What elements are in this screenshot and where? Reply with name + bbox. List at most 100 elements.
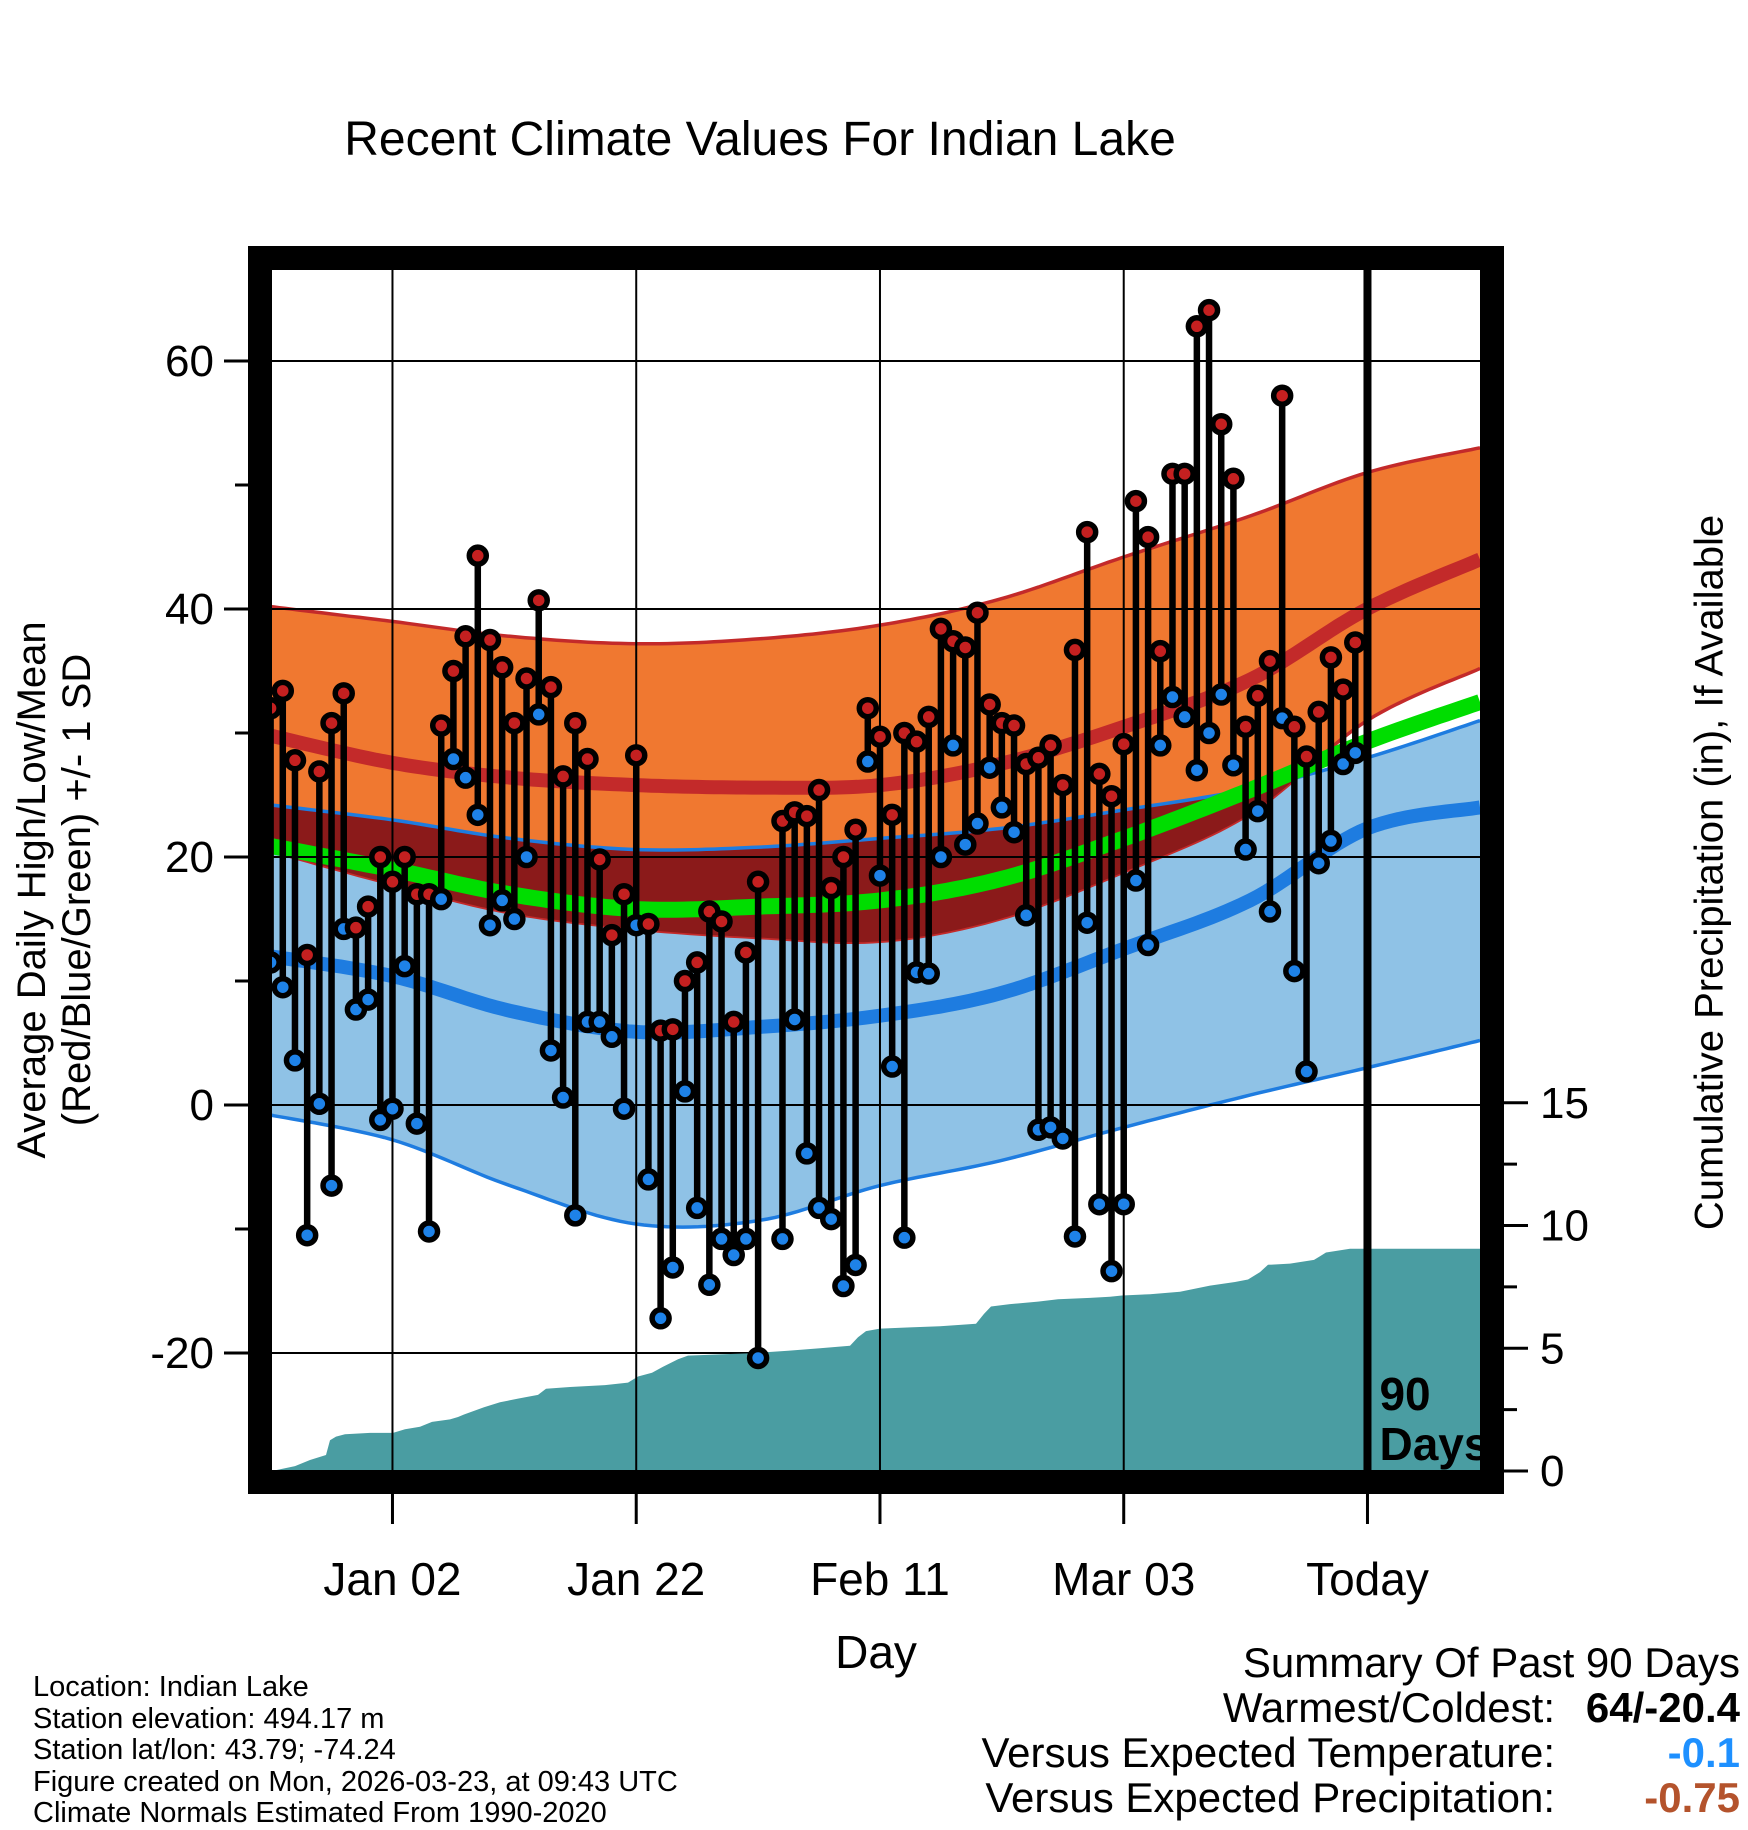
high-dot — [1149, 639, 1172, 663]
low-dot — [917, 962, 940, 985]
low-dot — [734, 1227, 758, 1251]
low-dot — [478, 913, 502, 937]
high-dot — [722, 1010, 745, 1034]
high-dot — [832, 845, 855, 869]
summary-vs-precip-label: Versus Expected Precipitation: — [985, 1774, 1555, 1821]
low-dot — [1344, 741, 1367, 765]
high-dot — [1331, 678, 1355, 701]
low-dot — [1149, 734, 1172, 757]
high-dot — [1039, 734, 1062, 757]
low-dot — [685, 1196, 709, 1220]
high-dot — [1258, 649, 1282, 673]
low-dot — [698, 1273, 721, 1297]
low-dot — [490, 889, 514, 912]
high-dot — [503, 711, 526, 735]
low-dot — [1222, 753, 1245, 777]
low-dot — [1307, 851, 1330, 875]
low-dot — [1124, 869, 1148, 892]
low-dot — [1283, 959, 1306, 983]
station-latlon: Station lat/lon: 43.79; -74.24 — [33, 1734, 396, 1766]
high-dot — [637, 912, 660, 936]
high-dot — [1185, 315, 1209, 338]
high-dot — [551, 765, 575, 788]
summary-vs-precip-value: -0.75 — [1644, 1774, 1740, 1821]
low-dot — [1295, 1060, 1318, 1083]
low-dot — [503, 907, 526, 931]
low-dot — [1319, 829, 1343, 853]
high-dot — [272, 679, 295, 703]
high-dot — [1222, 467, 1245, 491]
high-dot — [1112, 732, 1135, 756]
high-dot — [478, 628, 502, 652]
high-dot — [746, 870, 770, 894]
high-dot — [1246, 684, 1270, 708]
low-dot — [1112, 1192, 1135, 1216]
low-dot — [272, 975, 295, 999]
low-dot — [393, 954, 416, 978]
high-dot — [734, 941, 758, 964]
high-dot — [1027, 746, 1050, 770]
low-dot — [600, 1025, 624, 1049]
low-dot — [746, 1346, 770, 1370]
low-dot — [466, 803, 490, 827]
low-dot — [795, 1142, 819, 1165]
high-dot — [576, 747, 599, 771]
low-dot — [564, 1204, 587, 1227]
high-dot — [564, 711, 587, 735]
high-dot — [1283, 715, 1306, 739]
low-dot — [844, 1253, 867, 1277]
summary-vs-temp-label: Versus Expected Temperature: — [981, 1729, 1555, 1776]
high-dot — [308, 760, 331, 783]
high-dot — [1234, 715, 1257, 739]
low-dot — [649, 1307, 672, 1330]
low-dot — [1136, 933, 1160, 957]
right-tick-label: 0 — [1540, 1447, 1564, 1496]
low-dot — [417, 1220, 441, 1243]
high-dot — [600, 923, 624, 947]
summary-warmest-coldest: Warmest/Coldest: 64/-20.4 — [840, 1685, 1740, 1730]
x-axis-title: Day — [835, 1626, 917, 1678]
low-dot — [272, 951, 282, 974]
low-dot — [320, 1174, 343, 1197]
high-dot — [819, 876, 843, 900]
high-dot — [393, 845, 416, 869]
high-dot — [954, 636, 977, 659]
high-dot — [515, 667, 538, 690]
low-dot — [941, 734, 965, 757]
low-dot — [1063, 1225, 1087, 1248]
low-dot — [856, 750, 880, 773]
low-dot — [1173, 705, 1196, 729]
high-dot — [332, 682, 355, 705]
low-dot — [978, 756, 1001, 779]
low-dot — [819, 1207, 843, 1231]
high-dot — [1173, 462, 1196, 486]
low-dot — [295, 1223, 319, 1247]
left-tick-label: 20 — [165, 833, 214, 882]
high-dot — [283, 749, 307, 772]
summary-panel: Summary Of Past 90 Days Warmest/Coldest:… — [840, 1640, 1740, 1820]
high-dot — [966, 601, 989, 624]
summary-vs-temp-value: -0.1 — [1667, 1729, 1740, 1776]
station-elevation: Station elevation: 494.17 m — [33, 1702, 385, 1735]
daily-high-low-stems — [272, 298, 1367, 1370]
high-dot — [807, 778, 831, 802]
high-dot — [1209, 412, 1233, 436]
high-dot — [442, 659, 465, 683]
high-dot — [429, 714, 453, 737]
low-dot — [527, 703, 550, 726]
summary-warmest-coldest-value: 64/-20.4 — [1585, 1684, 1740, 1731]
x-tick-label: Jan 22 — [567, 1553, 705, 1605]
high-dot — [539, 675, 563, 699]
high-dot — [344, 916, 368, 939]
low-dot — [1075, 911, 1099, 934]
station-location: Location: Indian Lake — [33, 1671, 309, 1703]
low-dot — [1258, 900, 1282, 923]
high-dot — [624, 744, 648, 767]
low-dot — [954, 833, 977, 856]
low-dot — [1051, 1127, 1075, 1150]
high-dot — [1307, 700, 1330, 724]
low-dot — [405, 1112, 429, 1135]
low-dot — [722, 1243, 745, 1267]
high-dot — [588, 848, 611, 871]
